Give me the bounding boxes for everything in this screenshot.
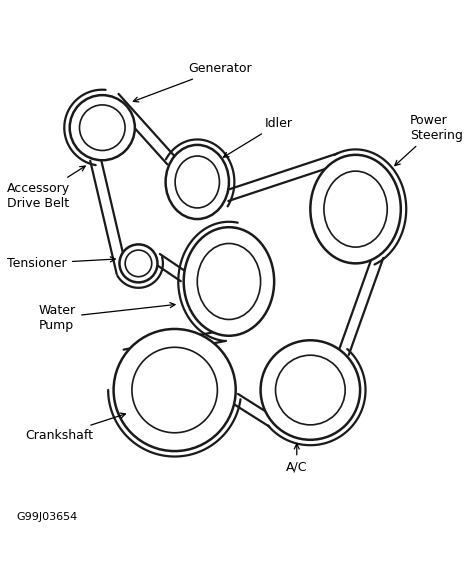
Ellipse shape <box>275 355 345 425</box>
Text: Crankshaft: Crankshaft <box>26 413 126 442</box>
Ellipse shape <box>310 155 401 263</box>
Ellipse shape <box>175 156 219 208</box>
Ellipse shape <box>184 227 274 336</box>
Text: Accessory
Drive Belt: Accessory Drive Belt <box>7 166 85 209</box>
Text: Idler: Idler <box>223 117 293 157</box>
Ellipse shape <box>114 329 236 451</box>
Ellipse shape <box>261 340 360 440</box>
Ellipse shape <box>197 244 261 320</box>
Text: G99J03654: G99J03654 <box>16 512 78 522</box>
Ellipse shape <box>132 347 218 433</box>
Text: Power
Steering: Power Steering <box>395 114 463 165</box>
Ellipse shape <box>125 250 152 277</box>
Text: Water
Pump: Water Pump <box>39 303 175 332</box>
Ellipse shape <box>324 171 387 247</box>
Ellipse shape <box>165 145 229 219</box>
Ellipse shape <box>70 95 135 160</box>
Text: A/C: A/C <box>286 444 308 474</box>
Ellipse shape <box>119 244 157 283</box>
Text: Tensioner: Tensioner <box>7 257 115 270</box>
Text: Generator: Generator <box>133 62 252 102</box>
Ellipse shape <box>80 105 125 150</box>
